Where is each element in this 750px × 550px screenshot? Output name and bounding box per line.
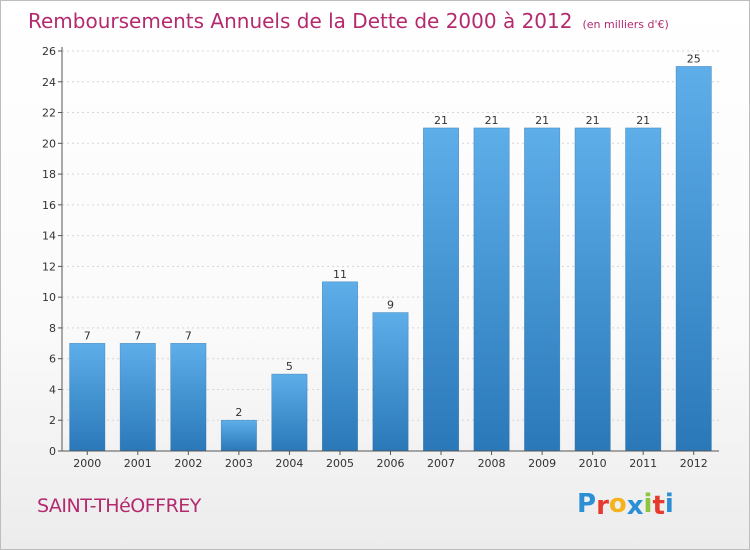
value-label: 21	[535, 114, 549, 127]
x-tick-label: 2011	[629, 457, 657, 470]
value-label: 7	[84, 329, 91, 342]
x-tick-label: 2005	[326, 457, 354, 470]
labels: 0246810121416182022242672000720017200222…	[42, 45, 708, 470]
logo-letter: i	[643, 489, 653, 519]
value-label: 7	[185, 329, 192, 342]
x-tick-label: 2006	[377, 457, 405, 470]
bar	[625, 127, 661, 451]
x-tick-label: 2003	[225, 457, 253, 470]
y-tick-label: 22	[42, 107, 56, 120]
logo-letter: r	[596, 491, 609, 521]
chart-unit: (en milliers d'€)	[582, 18, 669, 31]
value-label: 7	[134, 329, 141, 342]
bar	[372, 312, 409, 451]
proxiti-logo: Proxiti	[577, 489, 674, 521]
y-tick-label: 6	[49, 353, 56, 366]
y-tick-label: 20	[42, 137, 56, 150]
y-tick-label: 24	[42, 76, 56, 89]
chart-title-text: Remboursements Annuels de la Dette de 20…	[28, 9, 573, 33]
logo-letter: o	[608, 489, 627, 519]
value-label: 25	[687, 52, 701, 65]
bar	[473, 127, 510, 451]
value-label: 9	[387, 299, 394, 312]
chart-title: Remboursements Annuels de la Dette de 20…	[28, 9, 669, 33]
x-tick-label: 2004	[275, 457, 303, 470]
x-tick-label: 2001	[124, 457, 152, 470]
value-label: 21	[586, 114, 600, 127]
value-label: 21	[434, 114, 448, 127]
y-tick-label: 14	[42, 230, 56, 243]
bar	[170, 343, 207, 451]
logo-letter: P	[577, 489, 597, 519]
value-label: 11	[333, 268, 347, 281]
bar	[524, 127, 560, 451]
logo-letter: x	[626, 491, 644, 521]
value-label: 2	[235, 406, 242, 419]
axes	[58, 47, 719, 455]
bars	[69, 66, 712, 452]
y-tick-label: 0	[49, 445, 56, 458]
y-tick-label: 18	[42, 168, 56, 181]
y-tick-label: 12	[42, 260, 56, 273]
x-tick-label: 2009	[528, 457, 556, 470]
bar	[69, 343, 105, 451]
bar	[322, 281, 358, 451]
x-tick-label: 2012	[680, 457, 708, 470]
bar	[120, 343, 156, 451]
bar	[271, 374, 308, 451]
x-tick-label: 2000	[73, 457, 101, 470]
value-label: 21	[485, 114, 499, 127]
y-tick-label: 10	[42, 291, 56, 304]
logo-letter: i	[664, 489, 674, 519]
logo-letter: t	[652, 491, 665, 521]
x-tick-label: 2007	[427, 457, 455, 470]
y-tick-label: 26	[42, 45, 56, 58]
y-tick-label: 2	[49, 414, 56, 427]
value-label: 5	[286, 360, 293, 373]
bar	[221, 420, 257, 451]
bar	[423, 127, 459, 451]
y-tick-label: 8	[49, 322, 56, 335]
y-tick-label: 4	[49, 383, 56, 396]
value-label: 21	[636, 114, 650, 127]
x-tick-label: 2010	[579, 457, 607, 470]
x-tick-label: 2008	[478, 457, 506, 470]
bar	[574, 127, 611, 451]
bar	[676, 66, 712, 451]
x-tick-label: 2002	[174, 457, 202, 470]
y-tick-label: 16	[42, 199, 56, 212]
commune-name: SAINT-THéOFFREY	[37, 495, 201, 517]
